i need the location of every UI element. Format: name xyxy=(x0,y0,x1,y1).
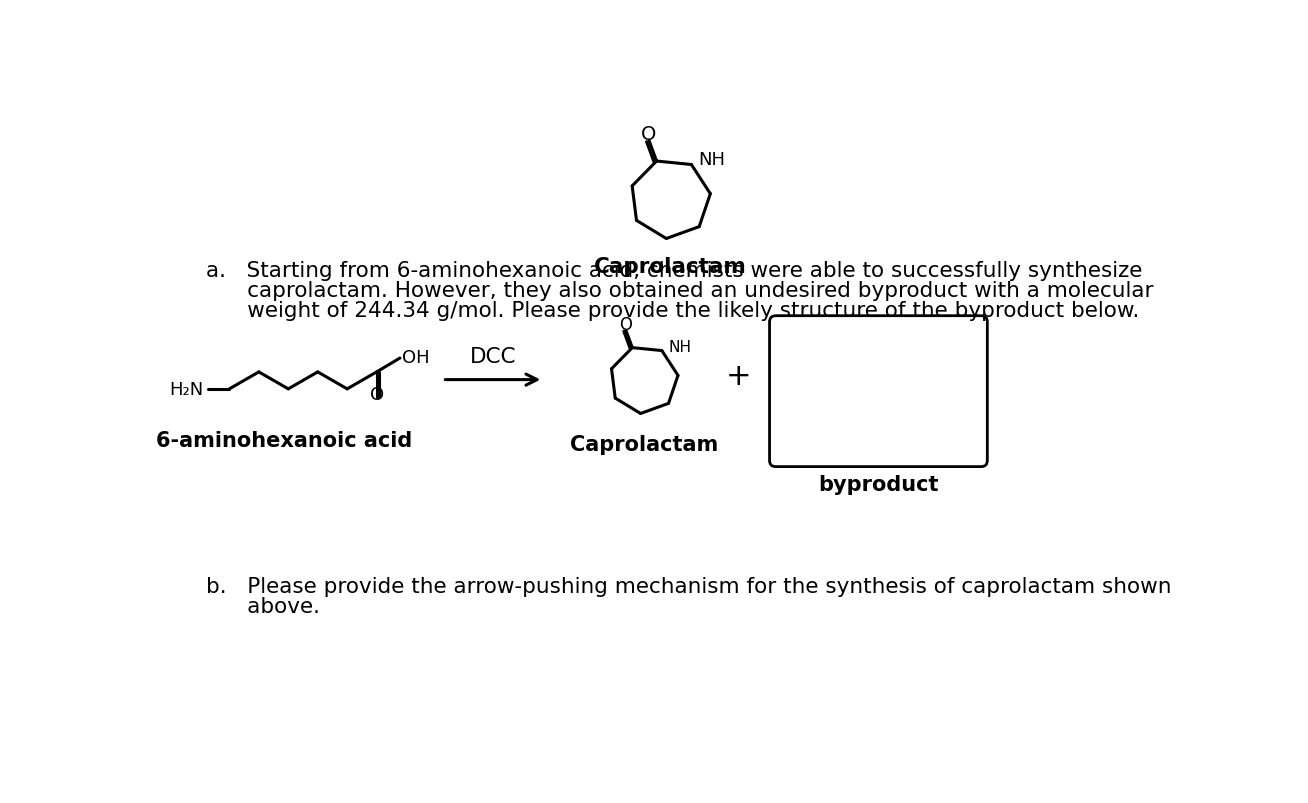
FancyBboxPatch shape xyxy=(769,316,988,467)
Text: above.: above. xyxy=(207,597,320,616)
Text: 6-aminohexanoic acid: 6-aminohexanoic acid xyxy=(156,430,412,450)
Text: Caprolactam: Caprolactam xyxy=(570,434,718,454)
Text: b.   Please provide the arrow-pushing mechanism for the synthesis of caprolactam: b. Please provide the arrow-pushing mech… xyxy=(207,577,1172,596)
Text: NH: NH xyxy=(668,339,691,354)
Text: O: O xyxy=(370,385,383,403)
Text: DCC: DCC xyxy=(470,346,517,366)
Text: byproduct: byproduct xyxy=(819,475,939,495)
Text: a.   Starting from 6-aminohexanoic acid, chemists were able to successfully synt: a. Starting from 6-aminohexanoic acid, c… xyxy=(207,261,1142,281)
Text: OH: OH xyxy=(402,348,430,366)
Text: +: + xyxy=(726,362,751,391)
Text: caprolactam. However, they also obtained an undesired byproduct with a molecular: caprolactam. However, they also obtained… xyxy=(207,281,1154,301)
Text: Caprolactam: Caprolactam xyxy=(594,257,747,277)
Text: O: O xyxy=(619,316,632,334)
Text: weight of 244.34 g/mol. Please provide the likely structure of the byproduct bel: weight of 244.34 g/mol. Please provide t… xyxy=(207,301,1139,321)
Text: O: O xyxy=(641,125,657,144)
Text: NH: NH xyxy=(698,151,726,169)
Text: H₂N: H₂N xyxy=(170,381,204,398)
